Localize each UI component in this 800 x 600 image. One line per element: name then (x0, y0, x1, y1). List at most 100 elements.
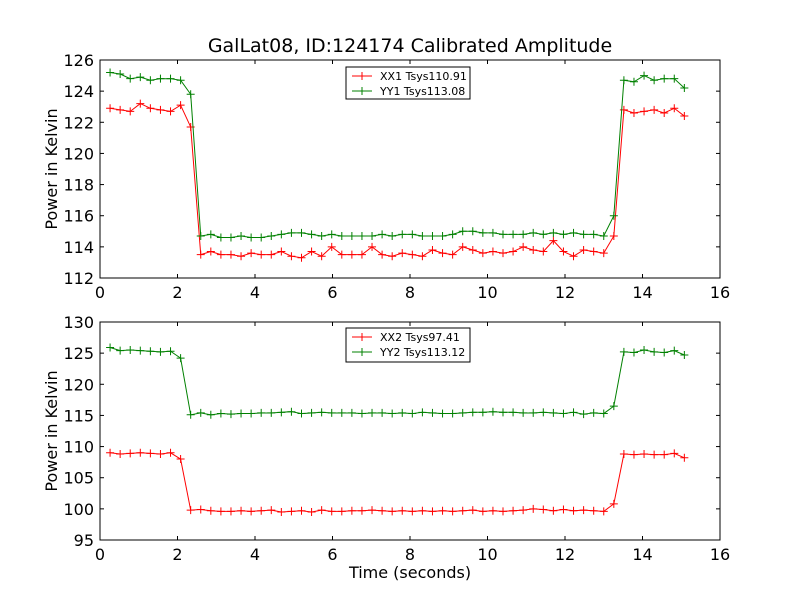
x-tick-label: 14 (632, 545, 652, 564)
data-point (146, 104, 155, 113)
data-point (357, 409, 366, 418)
data-point (640, 107, 649, 116)
data-point (619, 76, 628, 85)
data-point (156, 74, 165, 83)
data-point (106, 68, 115, 77)
y-tick-label: 118 (63, 176, 94, 195)
data-point (297, 409, 306, 418)
legend: XX2 Tsys97.41 YY2 Tsys113.12 (345, 327, 471, 363)
y-tick-label: 110 (63, 438, 94, 457)
data-point (670, 104, 679, 113)
data-point (438, 231, 447, 240)
data-point (660, 450, 669, 459)
data-point (347, 408, 356, 417)
data-point (599, 409, 608, 418)
data-point (559, 247, 568, 256)
x-tick-label: 4 (250, 545, 260, 564)
data-point (448, 507, 457, 516)
data-point (277, 230, 286, 239)
data-point (650, 347, 659, 356)
data-point (277, 247, 286, 256)
data-point (136, 448, 145, 457)
data-point (287, 228, 296, 237)
y-tick-label: 105 (63, 469, 94, 488)
legend-entry: YY2 Tsys113.12 (379, 346, 465, 359)
data-point (226, 233, 235, 242)
data-point (660, 108, 669, 117)
data-point (166, 74, 175, 83)
data-point (196, 408, 205, 417)
data-point (196, 505, 205, 514)
data-point (136, 73, 145, 82)
data-point (317, 408, 326, 417)
data-point (327, 507, 336, 516)
data-point (206, 410, 215, 419)
data-point (216, 409, 225, 418)
data-point (337, 231, 346, 240)
data-point (398, 230, 407, 239)
data-point (619, 450, 628, 459)
data-point (428, 408, 437, 417)
data-point (237, 231, 246, 240)
data-point (640, 450, 649, 459)
data-point (237, 409, 246, 418)
y-tick-label: 120 (63, 144, 94, 163)
legend-marker (358, 72, 366, 80)
data-point (549, 506, 558, 515)
series-line (110, 71, 685, 239)
data-point (398, 408, 407, 417)
data-point (559, 230, 568, 239)
y-tick-label: 114 (63, 238, 94, 257)
data-point (237, 506, 246, 515)
data-point (146, 449, 155, 458)
x-tick-label: 6 (327, 545, 337, 564)
data-point (478, 507, 487, 516)
data-point (499, 230, 507, 239)
data-point (216, 250, 225, 259)
data-point (408, 507, 417, 516)
data-point (226, 250, 235, 259)
data-point (448, 230, 457, 239)
data-point (539, 247, 548, 256)
data-point (549, 228, 558, 237)
data-point (650, 76, 659, 85)
data-point (458, 506, 467, 515)
data-point (529, 408, 538, 417)
data-point (478, 249, 487, 258)
legend-marker (358, 87, 366, 95)
data-point (670, 346, 679, 355)
data-point (166, 448, 175, 457)
data-point (106, 104, 115, 113)
y-tick-label: 95 (74, 531, 94, 550)
data-point (549, 236, 558, 245)
data-point (428, 507, 437, 516)
data-point (267, 231, 276, 240)
data-point (519, 242, 528, 251)
series-2-1 (106, 448, 689, 516)
data-point (509, 247, 518, 256)
data-point (569, 228, 578, 237)
series-2-2 (106, 343, 689, 419)
data-point (297, 506, 306, 515)
data-point (468, 227, 477, 236)
data-point (468, 245, 477, 254)
data-point (468, 408, 477, 417)
legend: XX1 Tsys110.91 YY1 Tsys113.08 (345, 66, 471, 100)
x-tick-label: 2 (172, 545, 182, 564)
data-point (478, 408, 487, 417)
data-point (458, 408, 467, 417)
data-point (257, 250, 266, 259)
data-point (418, 231, 427, 240)
data-point (458, 227, 467, 236)
y-tick-label: 125 (63, 344, 94, 363)
data-point (408, 230, 417, 239)
y-axis-label: Power in Kelvin (42, 108, 61, 229)
legend-marker (358, 333, 366, 341)
data-point (156, 347, 165, 356)
data-point (186, 90, 195, 99)
data-point (488, 506, 497, 515)
data-point (680, 453, 689, 462)
series-1-2 (106, 68, 689, 242)
data-point (347, 231, 356, 240)
x-tick-label: 0 (95, 283, 105, 302)
